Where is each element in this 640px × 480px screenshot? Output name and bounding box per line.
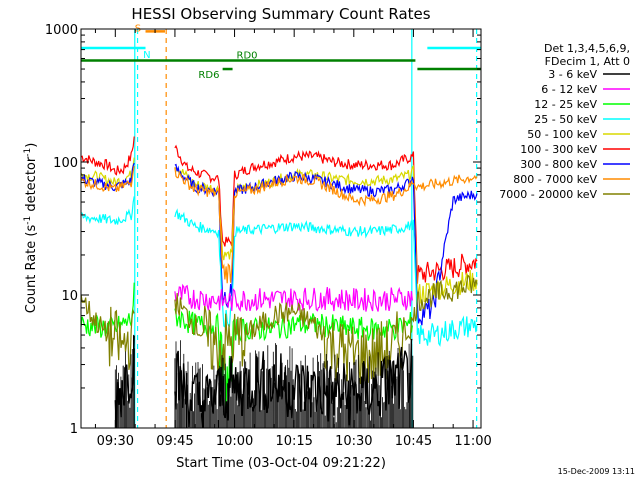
- x-tick-label-09:45: 09:45: [156, 434, 193, 449]
- y-axis-label-main: Count Rate (s: [24, 225, 39, 314]
- date-stamp: 15-Dec-2009 13:11: [558, 467, 635, 476]
- x-tick-label-10:15: 10:15: [275, 434, 312, 449]
- series-fill-3-6-kev: [114, 334, 414, 428]
- legend: Det 1,3,4,5,6,9,FDecim 1, Att 03 - 6 keV…: [499, 42, 630, 201]
- y-axis-label-sup1: -1: [23, 216, 33, 225]
- x-tick-label-09:30: 09:30: [97, 434, 134, 449]
- y-axis-label-sup2: -1: [23, 148, 33, 157]
- legend-header-1: FDecim 1, Att 0: [545, 55, 630, 68]
- x-tick-label-10:45: 10:45: [395, 434, 432, 449]
- legend-label-8: 7000 - 20000 keV: [499, 188, 597, 201]
- series-line-100-300-kev: [81, 136, 478, 284]
- legend-label-3: 25 - 50 keV: [534, 113, 597, 126]
- y-axis-label: Count Rate (s-1 detector-1): [23, 143, 39, 314]
- legend-label-7: 800 - 7000 keV: [513, 173, 597, 186]
- y-tick-label-10: 10: [61, 289, 78, 304]
- legend-label-6: 300 - 800 keV: [520, 158, 597, 171]
- legend-label-5: 100 - 300 keV: [520, 143, 597, 156]
- flag-label-rd6: RD6: [198, 70, 219, 81]
- flag-label-rd0: RD0: [237, 50, 258, 61]
- series-line-800-7000-kev: [81, 165, 478, 284]
- y-tick-label-1: 1: [70, 422, 78, 437]
- legend-header-0: Det 1,3,4,5,6,9,: [544, 42, 630, 55]
- y-tick-label-100: 100: [53, 156, 78, 171]
- y-axis-label-mid: detector: [24, 156, 39, 216]
- x-tick-label-10:30: 10:30: [335, 434, 372, 449]
- x-axis-label: Start Time (03-Oct-04 09:21:22): [176, 456, 386, 471]
- series-line-6-12-kev: [174, 283, 413, 312]
- x-tick-label-10:00: 10:00: [216, 434, 253, 449]
- x-tick-label-11:00: 11:00: [454, 434, 491, 449]
- series-line-7000-20000-kev: [81, 274, 478, 385]
- series-line-3-6-kev: [114, 335, 413, 428]
- legend-label-4: 50 - 100 keV: [527, 128, 597, 141]
- y-axis-label-end: ): [24, 143, 39, 148]
- y-tick-label-1000: 1000: [45, 23, 78, 38]
- y-axis-ticks: 1 10 100 1000: [45, 23, 481, 437]
- x-axis-ticks: 09:30 09:45 10:00 10:15 10:30 10:45 11:00: [94, 29, 492, 449]
- flag-label-n: N: [143, 50, 150, 61]
- chart-title: HESSI Observing Summary Count Rates: [131, 5, 430, 23]
- legend-label-2: 12 - 25 keV: [534, 98, 597, 111]
- legend-label-0: 3 - 6 keV: [548, 68, 597, 81]
- legend-label-1: 6 - 12 keV: [541, 83, 597, 96]
- plot-frame: [80, 28, 482, 429]
